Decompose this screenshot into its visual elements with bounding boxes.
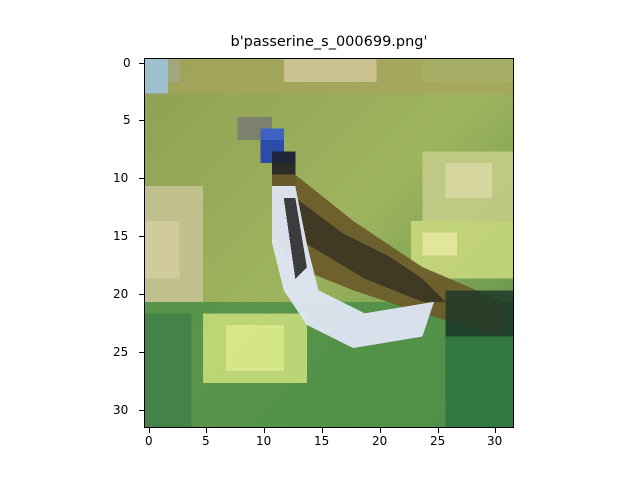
- x-tick-label-25: 25: [430, 434, 446, 448]
- y-tick-label-30: 30: [113, 403, 129, 417]
- y-tick-15: [139, 236, 144, 237]
- x-tick-label-5: 5: [202, 434, 210, 448]
- image-frame: [144, 58, 514, 428]
- x-tick-label-30: 30: [487, 434, 503, 448]
- y-tick-label-0: 0: [123, 56, 131, 70]
- y-tick-20: [139, 294, 144, 295]
- y-tick-label-15: 15: [113, 229, 129, 243]
- x-tick-label-15: 15: [314, 434, 330, 448]
- y-tick-30: [139, 410, 144, 411]
- x-tick-label-0: 0: [145, 434, 153, 448]
- y-tick-label-5: 5: [123, 113, 131, 127]
- x-tick-10: [264, 428, 265, 433]
- x-tick-25: [438, 428, 439, 433]
- y-tick-10: [139, 178, 144, 179]
- y-tick-label-10: 10: [113, 171, 129, 185]
- x-tick-label-10: 10: [256, 434, 272, 448]
- pixel-image: [145, 59, 513, 427]
- y-tick-5: [139, 120, 144, 121]
- y-tick-label-25: 25: [113, 345, 129, 359]
- x-tick-5: [206, 428, 207, 433]
- y-tick-label-20: 20: [113, 287, 129, 301]
- figure-title: b'passerine_s_000699.png': [230, 34, 428, 50]
- x-tick-15: [322, 428, 323, 433]
- y-tick-0: [139, 63, 144, 64]
- y-tick-25: [139, 352, 144, 353]
- x-tick-label-20: 20: [372, 434, 388, 448]
- x-tick-20: [380, 428, 381, 433]
- x-tick-30: [495, 428, 496, 433]
- x-tick-0: [149, 428, 150, 433]
